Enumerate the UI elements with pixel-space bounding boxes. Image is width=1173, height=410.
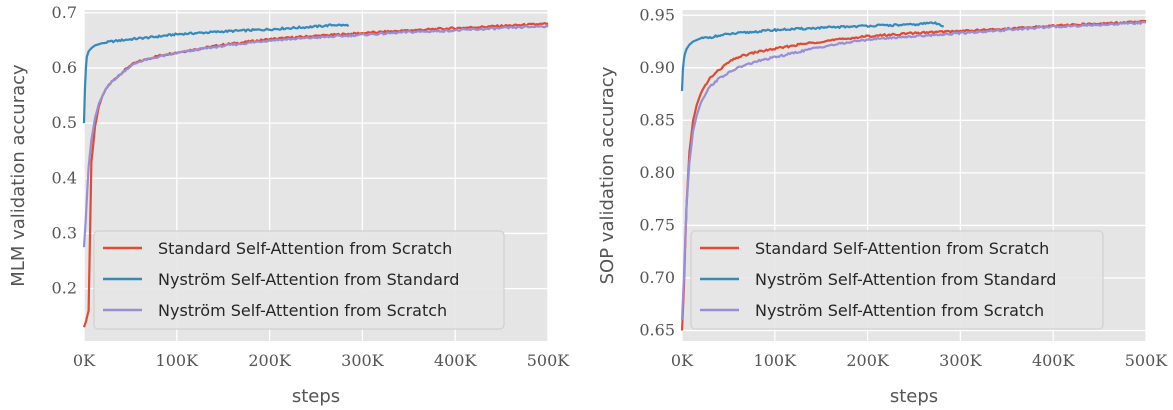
x-tick-label: 300K (939, 351, 983, 370)
y-tick-label: 0.5 (52, 113, 77, 132)
y-tick-label: 0.85 (639, 110, 675, 129)
x-tick-label: 300K (341, 351, 385, 370)
legend-label: Standard Self-Attention from Scratch (755, 239, 1049, 258)
legend-label: Nyström Self-Attention from Scratch (158, 301, 447, 320)
x-tick-label: 200K (248, 351, 292, 370)
y-axis-title: SOP validation accuracy (597, 66, 618, 284)
y-tick-label: 0.3 (52, 223, 77, 242)
x-tick-label: 0K (671, 351, 694, 370)
y-tick-label: 0.90 (639, 58, 675, 77)
legend-label: Nyström Self-Attention from Standard (158, 270, 459, 289)
y-tick-label: 0.95 (639, 5, 675, 24)
series-line (82, 23, 350, 124)
sop-accuracy-chart: 0K 100K 200K 300K 400K 500K 0.65 0.70 0.75 0.80 0.… (597, 5, 1168, 407)
legend-label: Nyström Self-Attention from Standard (755, 270, 1056, 289)
x-tick-label: 500K (1125, 351, 1169, 370)
x-tick-label: 500K (527, 351, 571, 370)
x-tick-label: 200K (846, 351, 890, 370)
x-tick-label: 400K (434, 351, 478, 370)
series-line (82, 24, 549, 248)
legend-label: Standard Self-Attention from Scratch (158, 239, 452, 258)
series-line (680, 21, 1147, 321)
legend-box (93, 230, 505, 330)
x-tick-label: 100K (156, 351, 200, 370)
x-tick-label: 0K (73, 351, 96, 370)
y-tick-label: 0.6 (52, 58, 77, 77)
legend: Standard Self-Attention from Scratch Nyst… (93, 230, 505, 330)
x-axis-title: steps (292, 386, 340, 407)
x-tick-label: 400K (1032, 351, 1076, 370)
y-tick-label: 0.65 (639, 320, 675, 339)
y-tick-label: 0.80 (639, 163, 675, 182)
x-axis-title: steps (890, 386, 938, 407)
legend-label: Nyström Self-Attention from Scratch (755, 301, 1044, 320)
legend-box (690, 230, 1104, 330)
y-axis-title: MLM validation accuracy (8, 64, 29, 287)
mlm-accuracy-chart: 0K 100K 200K 300K 400K 500K 0.2 0.3 0.4 0.5 0.6 0.7… (8, 3, 570, 407)
y-tick-label: 0.4 (52, 168, 77, 187)
series-line (680, 21, 944, 91)
x-tick-label: 100K (754, 351, 798, 370)
legend: Standard Self-Attention from Scratch Nyst… (690, 230, 1104, 330)
y-tick-label: 0.2 (52, 279, 77, 298)
y-tick-label: 0.70 (639, 268, 675, 287)
y-tick-label: 0.75 (639, 215, 675, 234)
y-tick-label: 0.7 (52, 3, 77, 22)
